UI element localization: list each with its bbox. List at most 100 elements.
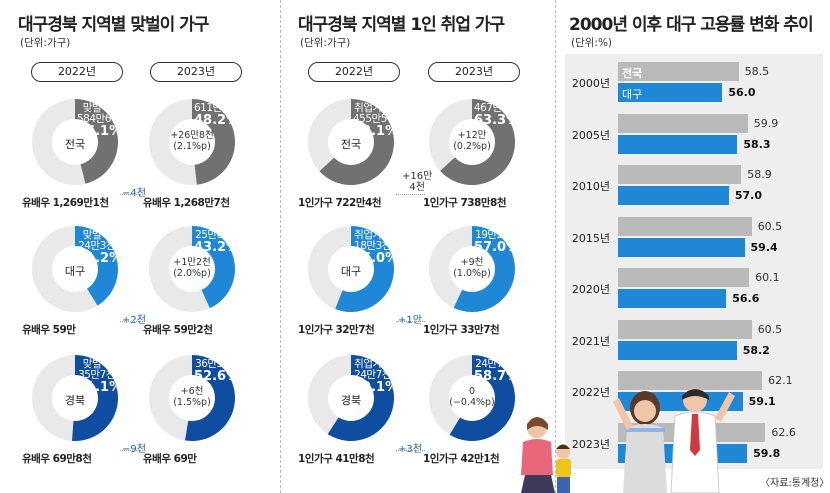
segment-count: 18만3천: [354, 240, 391, 253]
base-label-2022-0-1: 유배우 59만: [22, 324, 76, 336]
donut-segment-text-0-1-y2023: 25만6천 43.2%: [194, 229, 240, 256]
donut-center-change-1-2: 0 (−0.4%p): [448, 386, 496, 409]
segment-label: 취업가구: [354, 358, 391, 370]
donut-center-change-1-0: +12만 (0.2%p): [448, 130, 496, 153]
single-employed-unit: (단위:가구): [300, 37, 351, 49]
segment-label: 취업가구: [354, 229, 391, 241]
donut-segment-text-1-1-y2022: 취업가구 18만3천 56.0%: [353, 229, 398, 266]
base-label-2023-1-0: 1인가구 738만8천: [423, 197, 507, 209]
donut-segment-text-0-0-y2022: 맞벌이 584만6천 46.1%: [77, 102, 123, 140]
bar-year-label: 2020년: [571, 283, 610, 296]
bar-national-value: 62.6: [771, 425, 796, 439]
bar-national-value: 60.5: [757, 219, 783, 233]
bar-national: [618, 216, 752, 236]
base-label-2023-0-1: 유배우 59만2천: [143, 324, 213, 336]
bar-daegu-value: 59.4: [750, 240, 778, 254]
donut-0-1-y2022: [32, 226, 119, 312]
base-diff-0-0: −4천: [122, 188, 146, 199]
base-diff-0-2: −9천: [122, 444, 146, 455]
bar-daegu: [618, 83, 723, 102]
donut-center-region-0-0: 전국: [64, 138, 86, 151]
change-value: 0: [468, 386, 476, 397]
bar-year-label: 2010년: [571, 180, 610, 193]
segment-percent: 43.2%: [194, 240, 240, 256]
donut-center-change-0-1: +1만2천 (2.0%p): [168, 257, 216, 280]
bar-daegu: [618, 289, 727, 308]
donut-0-0-y2022: [32, 99, 119, 185]
donut-center-region-1-0: 전국: [340, 138, 362, 151]
bar-national: [618, 371, 763, 390]
segment-percent: 46.1%: [77, 124, 123, 140]
donut-segment-text-1-0-y2023: 467만5천 63.3%: [474, 102, 519, 128]
base-diff-1-1: +1만: [398, 315, 422, 326]
segment-percent: 52.6%: [194, 369, 240, 385]
base-diff-line-0-2: [120, 450, 145, 451]
change-percent-point: (2.0%p): [173, 267, 211, 279]
donut-center-change-1-1: +9천 (1.0%p): [448, 257, 496, 280]
base-label-2023-0-0: 유배우 1,268만7천: [143, 197, 230, 209]
donut-segment: [440, 99, 515, 185]
donut-segment: [192, 99, 235, 185]
change-value: +12만: [457, 130, 487, 141]
donut-1-2-y2023: [429, 355, 515, 441]
dual-income-unit: (단위:가구): [20, 37, 71, 49]
donut-1-1-y2022: [308, 226, 394, 312]
segment-percent: 58.7%: [474, 369, 520, 385]
segment-percent: 48.2%: [194, 113, 240, 129]
segment-count: 611만5천: [194, 102, 238, 114]
employment-rate-unit: (단위:%): [571, 37, 613, 49]
bar-daegu-value: 58.3: [743, 137, 771, 151]
donut-0-2-y2023: [149, 355, 235, 441]
base-diff-line-1-1: [396, 321, 425, 322]
woman-figure: [613, 391, 667, 493]
single-employed-year-2023: 2023년: [428, 62, 520, 82]
base-label-2023-1-2: 1인가구 42만1천: [423, 453, 500, 465]
segment-count: 467만5천: [474, 102, 518, 114]
change-value: +9천: [460, 257, 484, 268]
dual-income-year-2023: 2023년: [150, 62, 242, 82]
donut-center-region-0-1: 대구: [64, 265, 86, 278]
legend-daegu: 대구: [622, 88, 643, 101]
donut-segment-text-0-0-y2023: 611만5천 48.2%: [194, 102, 240, 129]
bar-national-value: 60.5: [757, 322, 783, 336]
bar-daegu: [618, 237, 745, 257]
base-diff-line-1-2: [396, 450, 425, 451]
donut-segment-text-1-2-y2023: 24만7천 58.7%: [474, 358, 520, 385]
base-label-2022-0-0: 유배우 1,269만1천: [22, 197, 109, 209]
single-employed-year-2022: 2022년: [308, 62, 400, 82]
bar-daegu: [618, 340, 737, 360]
base-label-2023-0-2: 유배우 69만: [143, 453, 197, 465]
bar-daegu-value: 59.1: [748, 395, 776, 408]
segment-label: 맞벌이: [82, 358, 111, 370]
donut-0-2-y2022: [32, 355, 119, 441]
bar-year-label: 2023년: [571, 437, 610, 451]
segment-percent: 59.1%: [353, 380, 399, 396]
segment-percent: 51.1%: [77, 380, 123, 396]
base-label-2022-0-2: 유배우 69만8천: [22, 453, 92, 465]
donut-segment: [75, 226, 119, 306]
change-percent-point: (1.5%p): [173, 396, 211, 408]
panel-divider-2: [555, 0, 556, 493]
bar-daegu-value: 56.6: [732, 292, 760, 305]
bar-national: [618, 268, 750, 287]
donut-segment: [335, 226, 394, 312]
base-diff-1-0: +16만 4천: [402, 171, 433, 193]
donut-segment: [185, 355, 235, 441]
mother-child-figure: [521, 417, 571, 493]
bar-daegu-value: 58.2: [742, 343, 770, 357]
donut-center-change-0-0: +26만8천 (2.1%p): [168, 130, 216, 153]
bar-national-value: 62.1: [768, 374, 793, 387]
bar-national: [618, 319, 752, 339]
single-employed-title: 대구경북 지역별 1인 취업 가구: [298, 15, 505, 35]
bar-daegu-value: 56.0: [728, 86, 756, 99]
base-diff-0-1: +2천: [122, 315, 146, 326]
bar-national: [618, 165, 742, 184]
bar-year-label: 2015년: [571, 231, 610, 245]
legend-national: 전국: [622, 67, 643, 80]
bar-national: [618, 113, 748, 133]
change-percent-point: (0.2%p): [453, 140, 491, 152]
segment-count: 455만5천: [353, 113, 397, 126]
donut-segment-text-0-2-y2023: 36만3천 52.6%: [194, 358, 240, 385]
bar-year-label: 2000년: [571, 77, 610, 90]
segment-label: 맞벌이: [82, 102, 111, 114]
